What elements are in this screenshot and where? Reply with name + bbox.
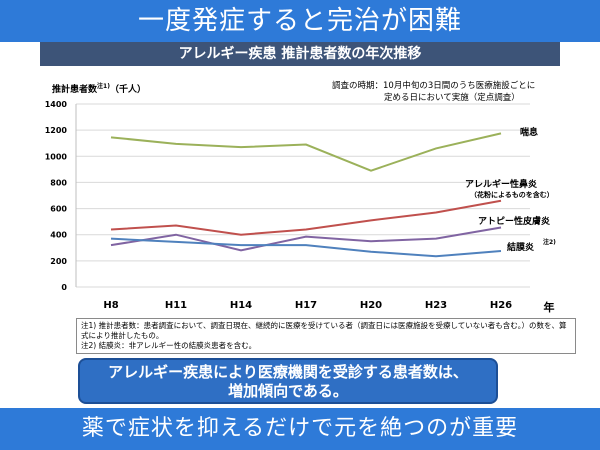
footer-message: 薬で症状を抑えるだけで元を絶つのが重要 <box>81 416 519 441</box>
chart-title: アレルギー疾患 推計患者数の年次推移 <box>178 46 422 62</box>
conclusion-line-1: アレルギー疾患により医療機関を受診する患者数は、 <box>108 363 468 381</box>
x-tick-label: H8 <box>103 300 118 311</box>
series-label-allergic-rhinitis-sub: （花粉によるものを含む） <box>470 190 554 199</box>
series-label-allergic-rhinitis: アレルギー性鼻炎 <box>465 178 537 190</box>
footnotes: 注1) 推計患者数：患者調査において、調査日現在、継続的に医療を受けている者（調… <box>76 318 576 354</box>
y-tick-label: 600 <box>50 205 67 214</box>
headline-text: 一度発症すると完治が困難 <box>137 6 462 36</box>
y-tick-label: 1200 <box>45 126 68 135</box>
y-tick-label: 800 <box>50 178 67 187</box>
x-tick-label: H20 <box>360 300 382 311</box>
conclusion-line-2: 増加傾向である。 <box>228 382 348 400</box>
conclusion-box: アレルギー疾患により医療機関を受診する患者数は、 増加傾向である。 <box>78 358 498 404</box>
survey-note: 調査の時期：10月中旬の3日間のうち医療施設ごとに 定める日において実施（定点調… <box>332 80 594 104</box>
y-axis-label: 推計患者数注1)（千人） <box>52 83 146 95</box>
footnote-1: 注1) 推計患者数：患者調査において、調査日現在、継続的に医療を受けている者（調… <box>81 321 567 340</box>
x-axis-unit: 年 <box>544 300 555 314</box>
x-tick-label: H14 <box>230 300 252 311</box>
x-tick-label: H11 <box>165 300 187 311</box>
footnote-2: 注2) 結膜炎：非アレルギー性の結膜炎患者を含む。 <box>81 341 257 350</box>
chart-title-bar: アレルギー疾患 推計患者数の年次推移 <box>40 42 560 66</box>
series-line <box>110 226 502 252</box>
line-chart: 0 200 400 600 800 1000 1200 1400 H8 H11 H14 H17 H20 H… <box>45 100 556 314</box>
series-label-atopic-dermatitis: アトピー性皮膚炎 <box>478 215 550 227</box>
series-label-conjunctivitis: 結膜炎 <box>507 241 534 253</box>
x-tick-label: H23 <box>425 300 447 311</box>
series-label-conjunctivitis-note: 注2) <box>543 238 556 246</box>
series-line <box>110 132 502 172</box>
y-tick-label: 400 <box>50 231 67 240</box>
series-line <box>110 237 502 258</box>
y-tick-label: 1000 <box>45 152 68 161</box>
survey-note-line-1: 調査の時期：10月中旬の3日間のうち医療施設ごとに <box>332 81 536 91</box>
survey-note-line-2: 定める日において実施（定点調査） <box>384 93 520 103</box>
footer-banner: 薬で症状を抑えるだけで元を絶つのが重要 <box>0 408 600 450</box>
y-tick-label: 200 <box>50 257 67 266</box>
x-tick-label: H26 <box>490 300 512 311</box>
series-line <box>110 199 502 236</box>
x-tick-label: H17 <box>295 300 317 311</box>
series-label-asthma: 喘息 <box>520 126 538 138</box>
y-tick-label: 0 <box>61 283 67 292</box>
y-tick-label: 1400 <box>45 100 68 109</box>
headline-banner: 一度発症すると完治が困難 <box>0 0 600 42</box>
